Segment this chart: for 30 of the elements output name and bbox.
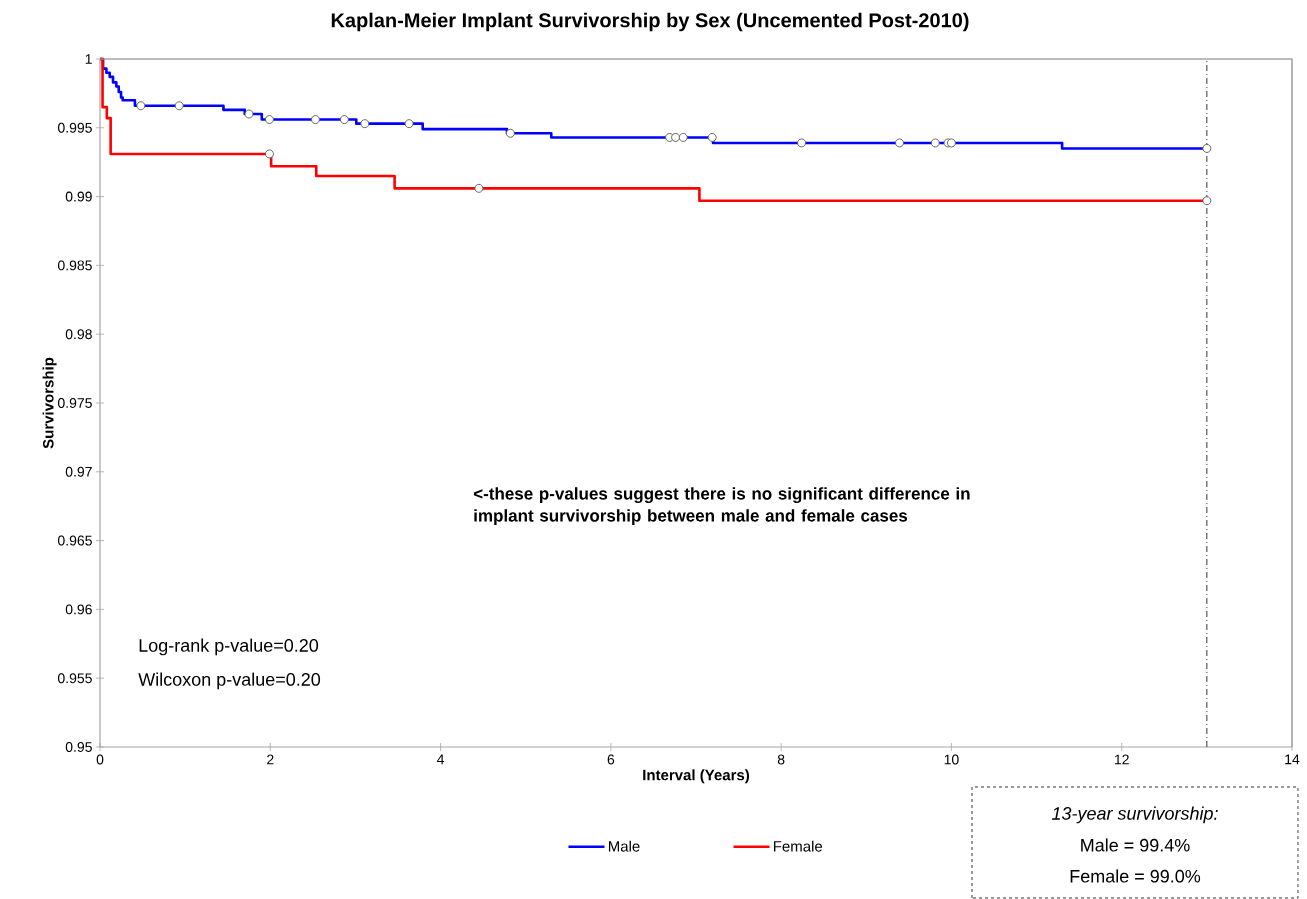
y-tick-label: 0.975 xyxy=(57,398,92,408)
y-tick-label: 0.95 xyxy=(65,742,92,752)
y-tick-label: 0.98 xyxy=(65,329,92,340)
x-tick-label: 12 xyxy=(1115,754,1129,765)
y-axis-title: Survivorship xyxy=(42,357,57,449)
y-tick-label: 1 xyxy=(85,54,92,64)
y-tick-label: 0.99 xyxy=(65,191,92,202)
legend-label: Male xyxy=(608,840,640,852)
annotation: <-these p-values suggest there is no significant difference in implant survivorship between male and female cases xyxy=(473,487,970,526)
y-tick-label: 0.955 xyxy=(57,673,92,684)
x-tick-label: 14 xyxy=(1285,754,1300,765)
text: Female = 99.0% xyxy=(1070,869,1201,883)
y-tick-label: 0.96 xyxy=(65,604,92,615)
text: 13-year survivorship: xyxy=(1051,806,1218,824)
annotation: Log-rank p-value=0.20 xyxy=(139,638,319,656)
text: Male = 99.4% xyxy=(1081,838,1190,852)
x-tick-label: 0 xyxy=(96,754,104,765)
x-axis-title: Interval (Years) xyxy=(643,769,750,784)
annotation: Wilcoxon p-value=0.20 xyxy=(138,672,321,690)
y-tick-label: 0.995 xyxy=(57,122,92,133)
x-tick-label: 10 xyxy=(944,754,959,765)
x-tick-label: 6 xyxy=(607,754,615,765)
legend-label: Female xyxy=(773,840,823,852)
y-tick-label: 0.97 xyxy=(65,466,92,477)
x-tick-label: 4 xyxy=(437,754,445,765)
chart-title: Kaplan-Meier Implant Survivorship by Sex (Uncemented Post-2010) xyxy=(331,12,969,32)
y-tick-label: 0.985 xyxy=(57,260,92,271)
x-tick-label: 8 xyxy=(777,754,785,765)
y-tick-label: 0.965 xyxy=(57,535,92,546)
x-tick-label: 2 xyxy=(267,754,274,765)
